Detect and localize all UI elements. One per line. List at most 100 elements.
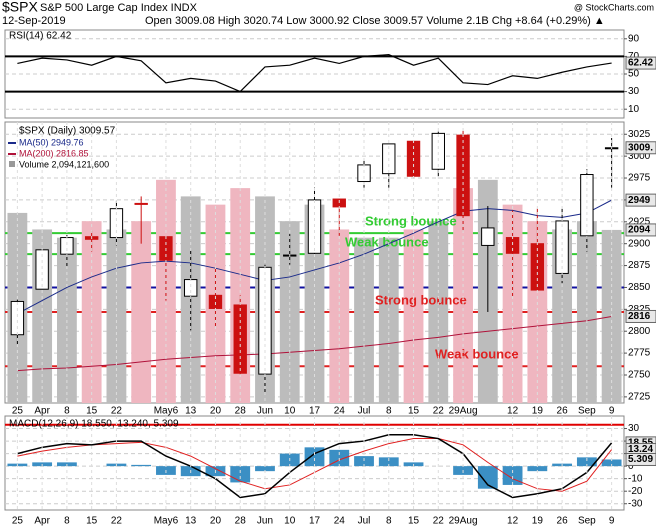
quote: Open 3009.08 High 3020.74 Low 3000.92 Cl… [145, 15, 605, 27]
x-tick-label: 28 [235, 516, 247, 527]
x-tick-label: 25 [12, 406, 24, 417]
value-tag [625, 193, 656, 207]
y-tick-label: 2850 [628, 282, 651, 293]
x-tick-label: 8 [386, 516, 392, 527]
value-tag-label: 18.55 [628, 438, 653, 449]
value-tag-label: 2094 [628, 225, 651, 236]
line-label: Weak bounce [345, 235, 429, 250]
y-tick-label: 30 [628, 86, 640, 97]
value-tag [625, 141, 656, 155]
candle-body [555, 220, 569, 274]
x-tick-label: 15 [408, 516, 420, 527]
x-tick-label: May6 [154, 406, 179, 417]
histogram-bar [131, 464, 152, 467]
x-tick-label: 26 [557, 406, 569, 417]
x-tick-label: 19 [532, 406, 544, 417]
rsi-line [17, 54, 612, 93]
volume-bar [428, 221, 449, 403]
x-tick-label: Jun [257, 516, 273, 527]
line-label: Weak bounce [435, 347, 519, 362]
x-tick-label: 15 [86, 516, 98, 527]
value-tag-label: 5.309 [628, 454, 653, 465]
y-tick-label: 90 [628, 33, 640, 44]
histogram-bar [527, 466, 548, 472]
y-tick-label: 2825 [628, 304, 651, 315]
panel-title: MACD(12,26,9) 18.550, 13.240, 5.309 [9, 419, 179, 430]
x-tick-label: 29Aug [449, 516, 478, 527]
x-tick-label: 13 [185, 406, 197, 417]
source: @ StockCharts.com [574, 2, 654, 12]
candle-body [184, 279, 198, 297]
legend-label: MA(200) 2816.85 [19, 148, 89, 158]
x-tick-label: 20 [210, 406, 222, 417]
x-tick-label: Apr [34, 516, 50, 527]
y-tick-label: 2875 [628, 260, 651, 271]
value-tag-label: 2949 [628, 195, 651, 206]
x-tick-label: 28 [235, 406, 247, 417]
legend-swatch [9, 161, 15, 167]
x-tick-label: 24 [334, 516, 346, 527]
x-tick-label: 20 [210, 516, 222, 527]
y-tick-label: 3000 [628, 151, 651, 162]
x-tick-label: 10 [284, 406, 296, 417]
value-tag-label: 2816 [628, 311, 651, 322]
x-tick-label: 13 [185, 516, 197, 527]
x-tick-label: 22 [433, 406, 445, 417]
candle-body [357, 164, 371, 183]
index-name: S&P 500 Large Cap Index INDX [40, 2, 198, 14]
candle-body [10, 300, 25, 336]
y-tick-label: 10 [628, 104, 640, 115]
y-tick-label: 2925 [628, 216, 651, 227]
panel-title: RSI(14) 62.42 [9, 31, 72, 42]
x-tick-label: 19 [532, 516, 544, 527]
histogram-bar [576, 457, 597, 467]
histogram-bar [230, 466, 251, 483]
histogram-bar [378, 457, 399, 467]
x-tick-label: Sep [578, 516, 596, 527]
x-tick-label: 8 [386, 406, 392, 417]
x-tick-label: 26 [557, 516, 569, 527]
x-tick-label: 9 [609, 516, 615, 527]
x-tick-label: May6 [154, 516, 179, 527]
date: 12-Sep-2019 [2, 15, 66, 27]
symbol: $SPX [2, 0, 38, 15]
legend-label: Volume 2,094,121,600 [19, 159, 109, 169]
value-tag [625, 223, 656, 237]
volume-bar [453, 188, 473, 403]
histogram-bar [601, 459, 622, 467]
y-tick-label: 50 [628, 69, 640, 80]
x-tick-label: Jul [358, 406, 371, 417]
x-tick-label: 17 [309, 516, 321, 527]
line-label: Strong bounce [365, 214, 457, 229]
y-tick-label: 2975 [628, 173, 651, 184]
value-tag-label: 3009. [628, 142, 653, 153]
x-tick-label: Jun [257, 406, 273, 417]
y-tick-label: 2800 [628, 326, 651, 337]
x-tick-label: 15 [408, 406, 420, 417]
y-tick-label: 2900 [628, 238, 651, 249]
x-tick-label: Jul [358, 516, 371, 527]
x-tick-label: 22 [111, 516, 123, 527]
x-tick-label: Apr [34, 406, 50, 417]
candle-body [580, 174, 594, 237]
y-tick-label: 70 [628, 51, 640, 62]
y-tick-label: 2750 [628, 370, 651, 381]
histogram-bar [354, 456, 374, 467]
y-tick-label: 0 [628, 461, 634, 472]
x-tick-label: 22 [433, 516, 445, 527]
x-tick-label: Sep [578, 406, 596, 417]
value-tag-label: 62.42 [628, 58, 653, 69]
x-tick-label: 17 [309, 406, 321, 417]
x-tick-label: 22 [111, 406, 123, 417]
volume-bar [279, 221, 300, 403]
value-tag-label: 13.24 [628, 444, 653, 455]
y-tick-label: 2775 [628, 348, 651, 359]
x-tick-label: 24 [334, 406, 346, 417]
histogram-bar [477, 466, 498, 489]
volume-bar [576, 221, 597, 403]
x-tick-label: 12 [507, 516, 519, 527]
x-tick-label: 25 [12, 516, 24, 527]
x-tick-label: 12 [507, 406, 519, 417]
candle-body [481, 227, 495, 246]
